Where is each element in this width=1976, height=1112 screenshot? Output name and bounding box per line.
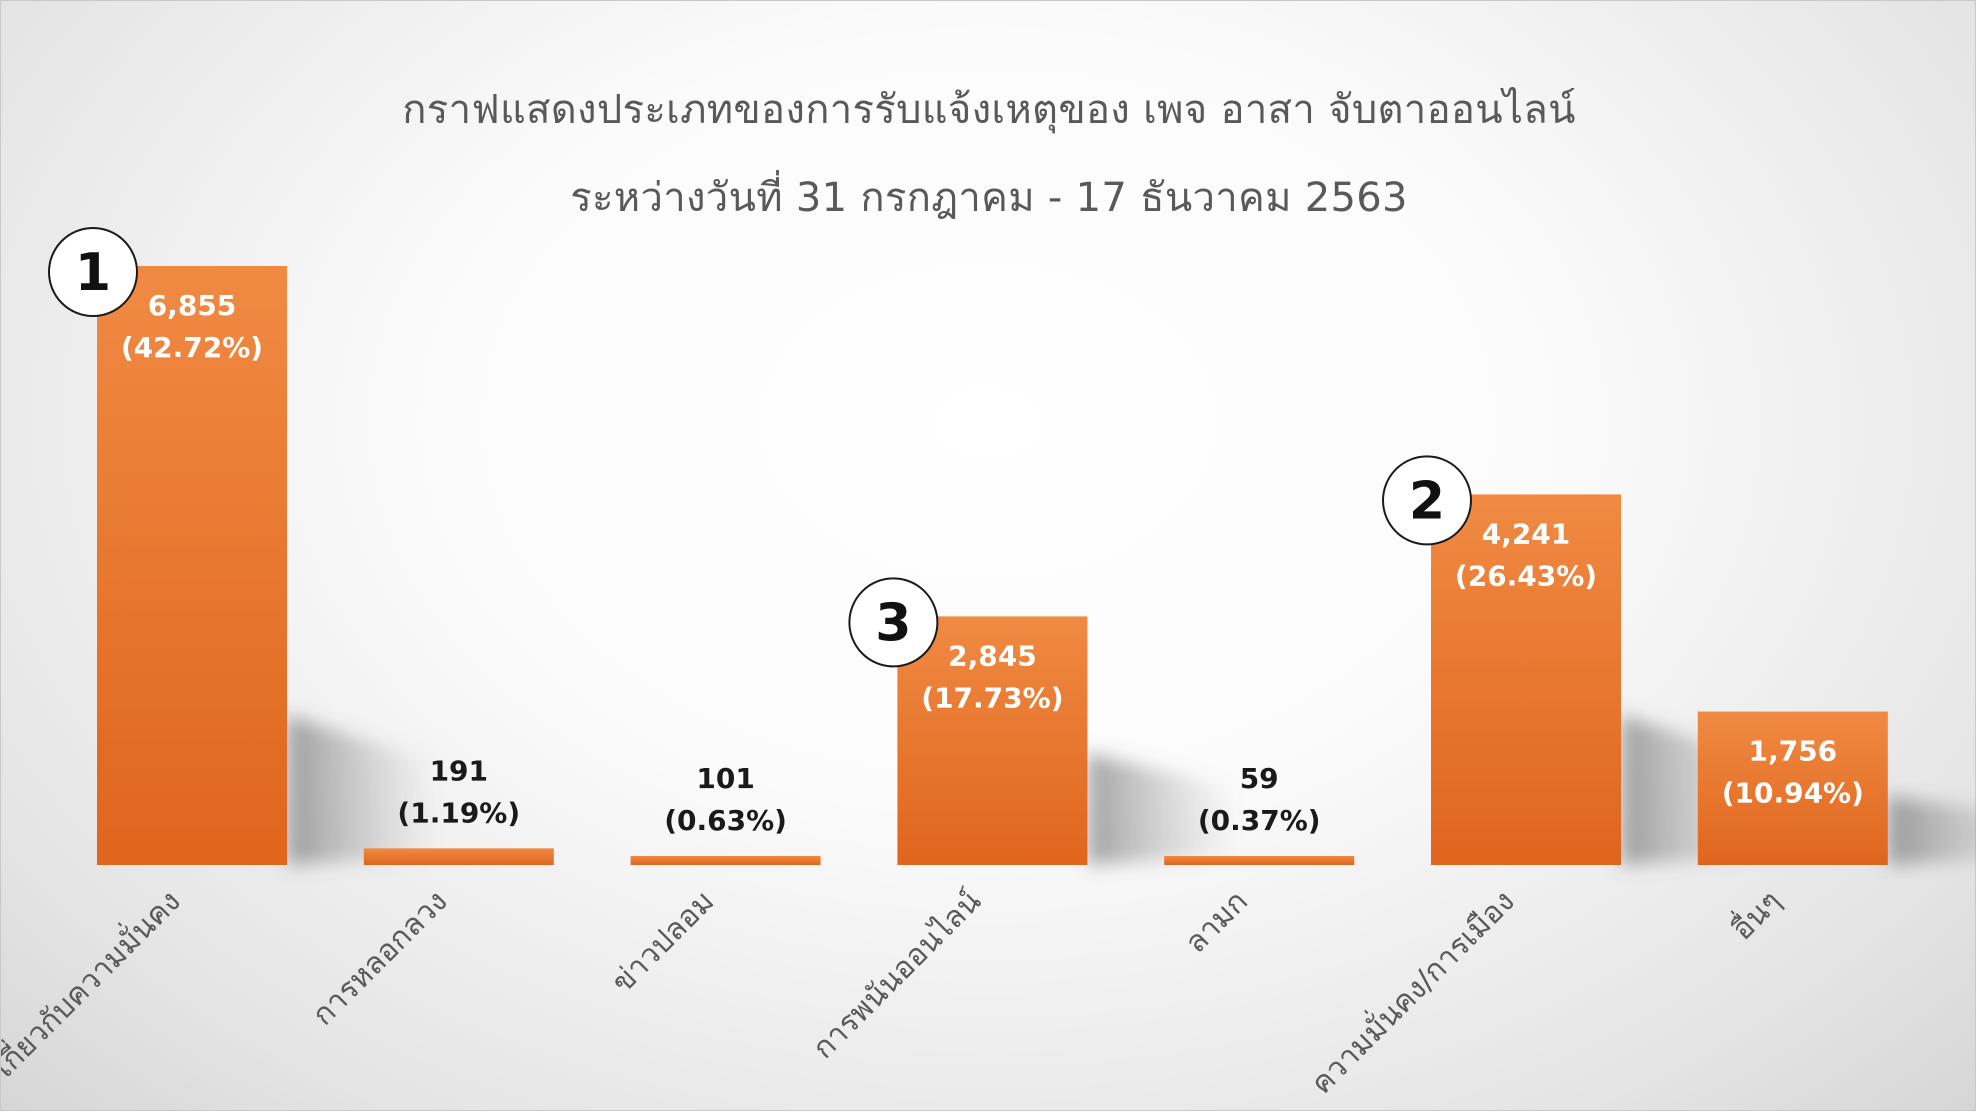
percent-label: (10.94%) (1722, 777, 1864, 810)
percent-label: (0.63%) (664, 804, 787, 837)
category-tick-label: อื่นๆ (1722, 881, 1788, 947)
percent-label: (26.43%) (1455, 559, 1597, 592)
bar-1 (97, 266, 287, 865)
percent-label: (1.19%) (397, 796, 520, 829)
category-tick-label: การหลอกลวง (306, 884, 455, 1033)
rank-badge-label: 1 (75, 243, 111, 303)
category-tick-label: ความมั่นคง/การเมือง (1301, 881, 1521, 1101)
bar-6 (1431, 494, 1621, 865)
category-tick-label: เกี่ยวกับความมั่นคง (1, 881, 188, 1084)
value-label: 101 (696, 762, 754, 795)
chart-subtitle: ระหว่างวันที่ 31 กรกฎาคม - 17 ธันวาคม 25… (570, 175, 1408, 221)
rank-badge-label: 2 (1409, 471, 1445, 531)
rank-badge-label: 3 (875, 593, 911, 653)
percent-label: (0.37%) (1198, 804, 1321, 837)
category-tick-label: ข่าวปลอม (605, 884, 721, 1000)
value-label: 2,845 (948, 639, 1037, 672)
rank-badge-circle (1382, 455, 1472, 546)
category-tick-label: ลามก (1178, 884, 1254, 960)
value-label: 59 (1240, 762, 1279, 795)
bar-4 (897, 616, 1088, 865)
chart-title: กราฟแสดงประเภทของการรับแจ้งเหตุของ เพจ อ… (402, 87, 1576, 133)
category-tick-label: การพนันออนไลน์ (805, 883, 988, 1066)
bar-shadow (1887, 795, 1976, 865)
value-label: 1,756 (1749, 735, 1838, 768)
rank-badge-circle (48, 227, 138, 317)
bar-5 (1164, 856, 1355, 865)
rank-badge-circle (848, 577, 939, 668)
value-label: 4,241 (1482, 517, 1571, 550)
percent-label: (42.72%) (121, 331, 263, 364)
percent-label: (17.73%) (921, 681, 1063, 714)
bar-7 (1697, 711, 1888, 865)
bar-3 (630, 856, 821, 865)
value-label: 191 (430, 754, 488, 787)
bar-shadow (287, 715, 437, 865)
bar-shadow (1087, 753, 1238, 865)
value-label: 6,855 (148, 289, 237, 322)
bar-2 (363, 848, 554, 865)
